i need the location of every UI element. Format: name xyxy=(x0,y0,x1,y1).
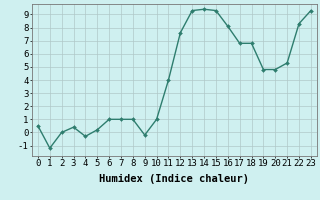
X-axis label: Humidex (Indice chaleur): Humidex (Indice chaleur) xyxy=(100,174,249,184)
